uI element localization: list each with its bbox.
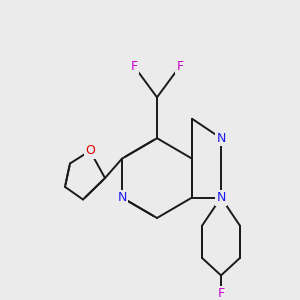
Text: N: N xyxy=(216,132,226,145)
Text: F: F xyxy=(176,60,184,73)
Text: N: N xyxy=(216,191,226,204)
Text: F: F xyxy=(130,60,138,73)
Text: F: F xyxy=(218,287,225,300)
Text: N: N xyxy=(117,191,127,204)
Text: O: O xyxy=(85,144,95,157)
